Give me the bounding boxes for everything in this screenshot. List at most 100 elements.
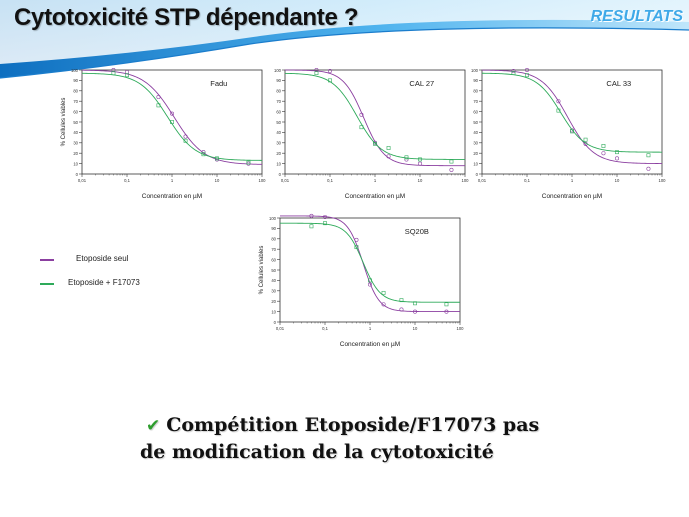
x-tick-label: 100 <box>659 178 667 183</box>
x-tick-label: 0,1 <box>322 326 328 331</box>
y-tick-label: 30 <box>73 141 78 146</box>
y-axis-label: % Cellules viables <box>61 98 67 147</box>
legend-swatch-etoposide-seul <box>40 259 54 261</box>
y-tick-label: 50 <box>276 120 281 125</box>
chart-title-sq20b: SQ20B <box>405 227 429 236</box>
data-point-etoposide-seul <box>156 95 161 100</box>
data-point-etoposide-f17073 <box>556 108 561 113</box>
data-point-etoposide-f17073 <box>444 302 449 307</box>
y-tick-label: 30 <box>276 141 281 146</box>
data-point-etoposide-f17073 <box>413 301 417 306</box>
y-tick-label: 10 <box>73 161 78 166</box>
data-point-etoposide-f17073 <box>646 153 651 158</box>
chart-fadu: 0 10 20 30 40 50 60 70 80 90 100 0,01 0,1 1 10 100 Conce… <box>52 64 270 210</box>
x-axis-label: Concentration en µM <box>542 193 602 200</box>
x-tick-label: 0,1 <box>524 178 530 183</box>
header-banner <box>0 0 689 79</box>
data-point-etoposide-seul <box>368 282 373 287</box>
x-tick-label: 0,1 <box>124 178 130 183</box>
y-tick-label: 40 <box>473 130 478 135</box>
y-tick-label: 20 <box>473 151 478 156</box>
data-point-etoposide-f17073 <box>201 152 206 157</box>
chart-sq20b: 0 10 20 30 40 50 60 70 80 90 100 0,01 0,1 1 10 100 Conce… <box>250 212 468 358</box>
chart-title-cal27: CAL 27 <box>409 79 434 88</box>
data-point-etoposide-f17073 <box>399 298 404 303</box>
y-tick-label: 30 <box>473 141 478 146</box>
data-point-etoposide-f17073 <box>418 157 422 162</box>
y-tick-label: 60 <box>276 109 281 114</box>
plot-frame <box>284 69 466 175</box>
section-label: RESULTATS <box>590 8 683 25</box>
data-point-etoposide-f17073 <box>601 144 606 148</box>
data-point-etoposide-seul <box>381 302 386 307</box>
data-point-etoposide-seul <box>418 161 423 166</box>
legend-label-etoposide-f17073: Etoposide + F17073 <box>68 278 140 287</box>
data-point-etoposide-f17073 <box>615 150 619 155</box>
conclusion-text-2: de modification de la cytotoxicité <box>140 441 494 463</box>
data-point-etoposide-seul <box>354 237 359 242</box>
data-point-etoposide-seul <box>399 307 404 312</box>
y-tick-label: 20 <box>271 299 276 304</box>
x-axis-label: Concentration en µM <box>345 193 405 200</box>
y-tick-label: 0 <box>279 172 282 177</box>
y-tick-label: 90 <box>276 78 281 83</box>
x-tick-label: 0,01 <box>276 326 285 331</box>
data-point-etoposide-f17073 <box>373 141 377 146</box>
conclusion: ✔ Compétition Etoposide/F17073 pas de mod… <box>140 412 580 465</box>
data-point-etoposide-seul <box>556 99 561 104</box>
data-point-etoposide-seul <box>170 111 175 116</box>
data-point-etoposide-f17073 <box>359 125 364 130</box>
x-tick-label: 0,01 <box>281 178 290 183</box>
x-axis-label: Concentration en µM <box>142 193 202 200</box>
y-axis-label: % Cellules viables <box>259 246 265 295</box>
x-tick-label: 10 <box>418 178 423 183</box>
data-point-etoposide-f17073 <box>111 71 116 76</box>
data-point-etoposide-seul <box>511 69 516 74</box>
data-point-etoposide-f17073 <box>183 138 188 143</box>
x-tick-label: 100 <box>259 178 267 183</box>
y-tick-label: 60 <box>73 109 78 114</box>
chart-cal33: 0 10 20 30 40 50 60 70 80 90 100 0,01 0,1 1 10 100 Conce… <box>452 64 670 210</box>
chart-cal27: 0 10 20 30 40 50 60 70 80 90 100 0,01 0,1 1 10 100 Conce… <box>255 64 473 210</box>
y-tick-label: 50 <box>473 120 478 125</box>
y-tick-label: 40 <box>271 278 276 283</box>
y-tick-label: 90 <box>473 78 478 83</box>
x-tick-label: 10 <box>413 326 418 331</box>
y-tick-label: 100 <box>274 68 282 73</box>
y-tick-label: 90 <box>271 226 276 231</box>
x-tick-label: 100 <box>457 326 465 331</box>
y-tick-label: 50 <box>73 120 78 125</box>
x-tick-label: 0,1 <box>327 178 333 183</box>
data-point-etoposide-seul <box>525 68 530 73</box>
plot-frame <box>279 217 461 323</box>
chart-title-fadu: Fadu <box>210 79 227 88</box>
y-tick-label: 70 <box>276 99 281 104</box>
plot-frame <box>481 69 663 175</box>
data-point-etoposide-f17073 <box>386 146 391 150</box>
data-point-etoposide-f17073 <box>156 103 161 108</box>
y-tick-label: 20 <box>73 151 78 156</box>
x-tick-label: 1 <box>374 178 377 183</box>
data-point-etoposide-f17073 <box>583 137 588 142</box>
y-tick-label: 80 <box>276 89 281 94</box>
data-point-etoposide-seul <box>323 214 328 219</box>
data-point-etoposide-f17073 <box>215 156 219 161</box>
data-point-etoposide-seul <box>615 156 620 161</box>
y-tick-label: 0 <box>76 172 79 177</box>
y-tick-label: 30 <box>271 289 276 294</box>
data-point-etoposide-f17073 <box>309 224 314 229</box>
conclusion-text-1: Compétition Etoposide/F17073 pas <box>166 414 540 436</box>
checkmark-icon: ✔ <box>146 416 161 436</box>
data-point-etoposide-f17073 <box>125 73 129 78</box>
x-tick-label: 0,01 <box>78 178 87 183</box>
data-point-etoposide-f17073 <box>404 155 409 160</box>
data-point-etoposide-f17073 <box>323 221 327 226</box>
data-point-etoposide-f17073 <box>328 78 332 83</box>
series-curve-etoposide-f17073 <box>279 222 460 303</box>
data-point-etoposide-f17073 <box>314 71 319 76</box>
legend: Etoposide seul Etoposide + F17073 <box>40 254 200 294</box>
legend-label-etoposide-seul: Etoposide seul <box>76 254 129 263</box>
x-tick-label: 1 <box>369 326 372 331</box>
y-tick-label: 10 <box>271 309 276 314</box>
data-point-etoposide-seul <box>328 69 333 74</box>
